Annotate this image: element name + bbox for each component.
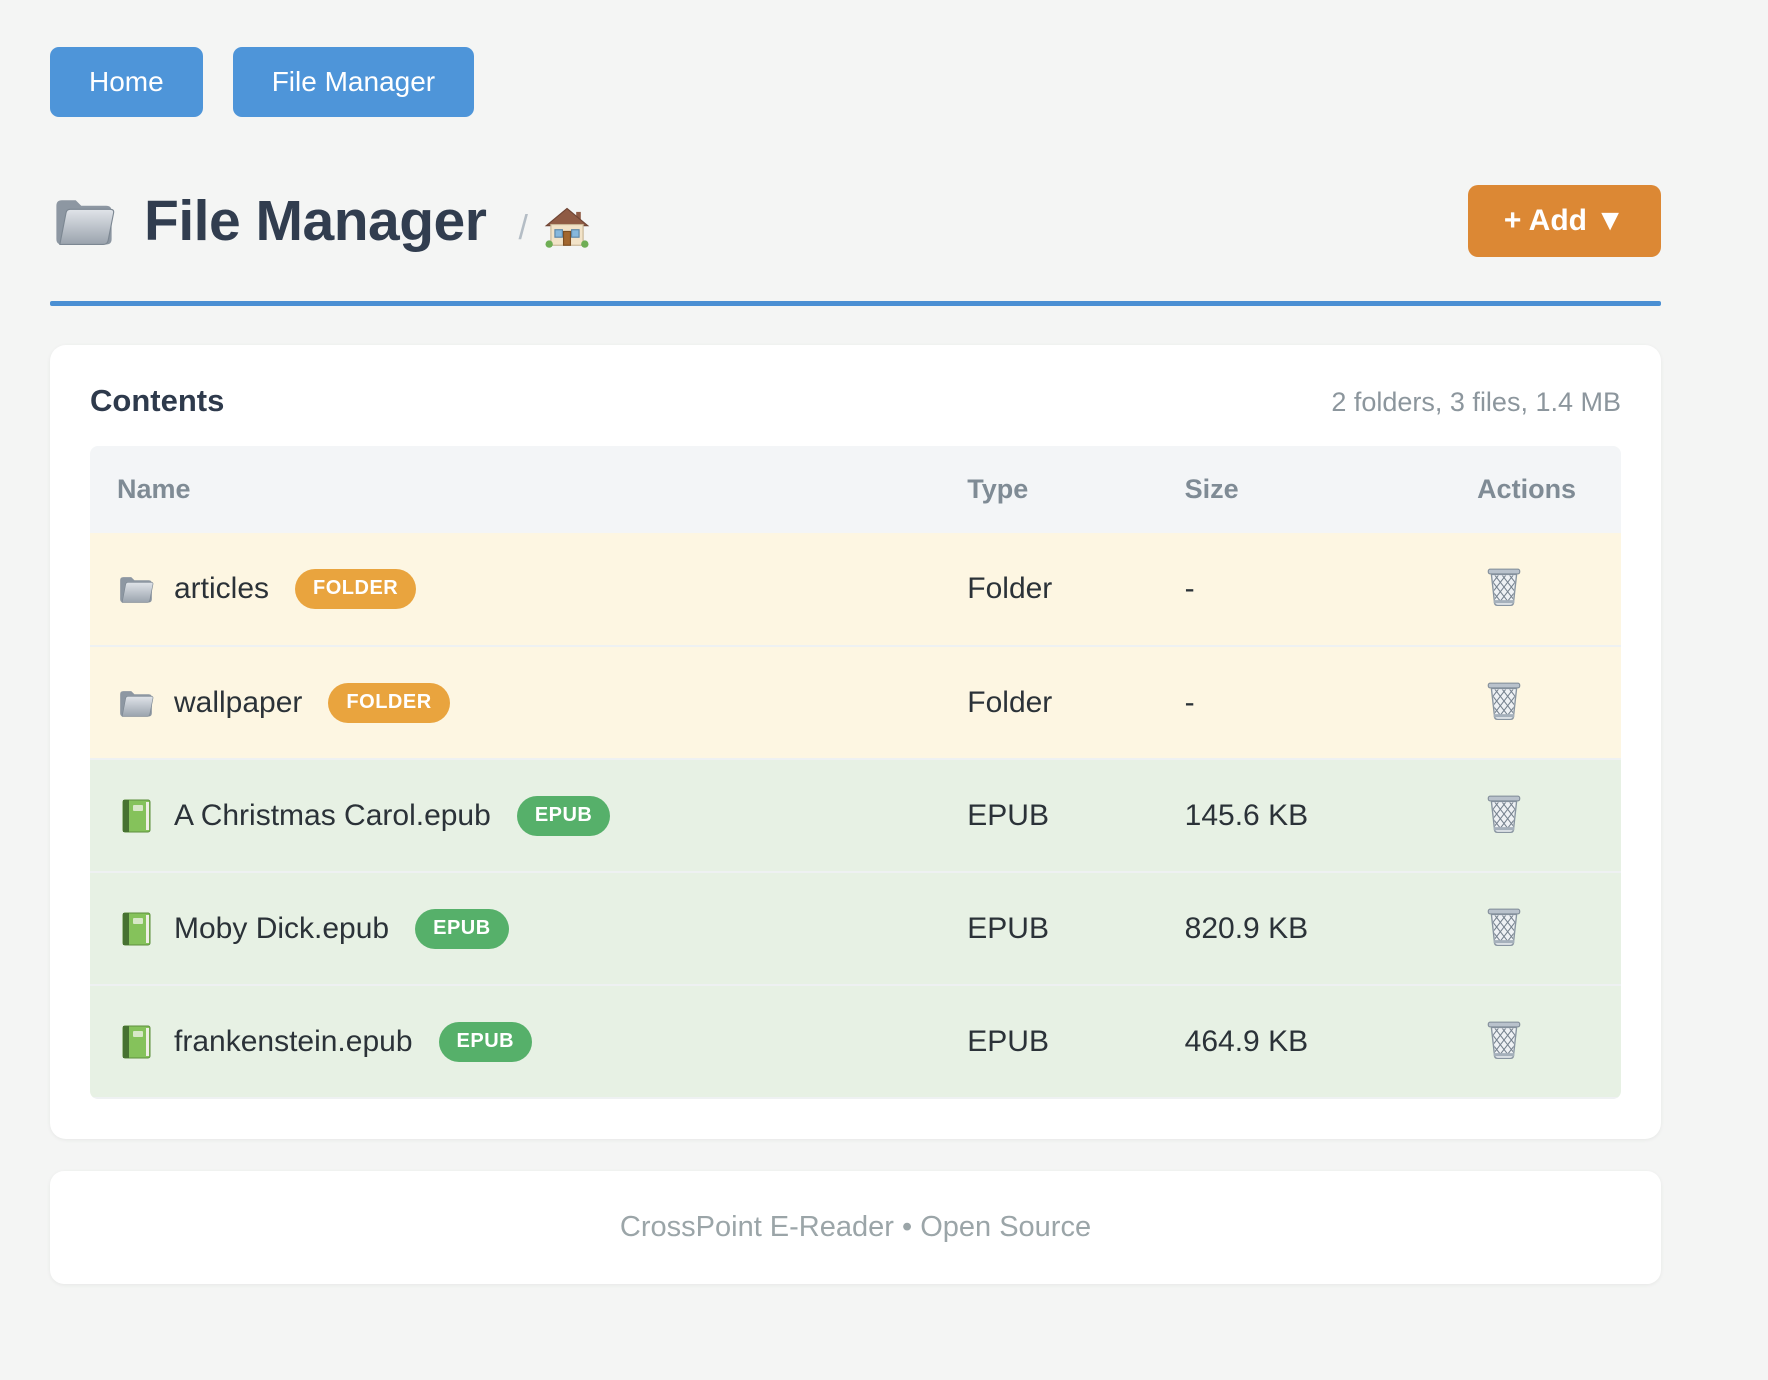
table-header-row: Name Type Size Actions [90,446,1621,533]
file-size: 820.9 KB [1184,911,1309,945]
type-badge: EPUB [516,795,611,836]
column-header-size: Size [1184,446,1478,533]
contents-card: Contents 2 folders, 3 files, 1.4 MB Name… [50,345,1661,1139]
home-button[interactable]: Home [50,47,203,117]
file-type: EPUB [967,798,1049,832]
file-size: 464.9 KB [1184,1024,1309,1058]
delete-button[interactable] [1479,562,1529,612]
top-nav: Home File Manager [50,47,1661,117]
table-row[interactable]: frankenstein.epub EPUB EPUB 464.9 KB [90,985,1621,1098]
type-badge: EPUB [415,908,509,949]
table-row[interactable]: Moby Dick.epub EPUB EPUB 820.9 KB [90,872,1621,985]
table-row[interactable]: A Christmas Carol.epub EPUB EPUB 145.6 K… [90,759,1621,872]
breadcrumb: / [518,206,589,250]
footer: CrossPoint E-Reader • Open Source [50,1171,1661,1284]
title-wrap: File Manager / [50,188,590,254]
file-type: Folder [967,572,1053,605]
file-name: wallpaper [174,685,303,719]
type-badge: FOLDER [295,569,417,609]
page-title: File Manager [144,189,487,253]
trash-icon [1485,906,1523,948]
trash-icon [1485,1019,1523,1061]
file-name: articles [174,572,270,605]
column-header-type: Type [967,446,1185,533]
delete-button[interactable] [1479,789,1529,839]
file-name: Moby Dick.epub [174,911,390,945]
delete-button[interactable] [1479,1015,1529,1065]
add-button[interactable]: + Add ▼ [1467,185,1661,257]
trash-icon [1485,566,1523,608]
file-size: - [1184,685,1195,719]
table-row[interactable]: articles FOLDER Folder - [90,533,1621,646]
file-type: Folder [967,685,1053,719]
contents-card-header: Contents 2 folders, 3 files, 1.4 MB [90,383,1621,419]
file-name: A Christmas Carol.epub [174,798,491,832]
column-header-actions: Actions [1477,446,1621,533]
house-icon[interactable] [544,206,590,250]
page-header: File Manager / + Add ▼ [50,185,1661,257]
table-row[interactable]: wallpaper FOLDER Folder - [90,646,1621,759]
file-manager-button[interactable]: File Manager [232,47,475,117]
page: Home File Manager File Manager / + Add ▼… [50,0,1661,1284]
contents-summary: 2 folders, 3 files, 1.4 MB [1331,387,1621,417]
book-icon [117,911,155,947]
file-name: frankenstein.epub [174,1024,413,1058]
type-badge: EPUB [438,1021,533,1062]
breadcrumb-separator: / [518,208,528,247]
file-type: EPUB [967,911,1049,945]
footer-text: CrossPoint E-Reader • Open Source [619,1211,1092,1243]
type-badge: FOLDER [328,682,450,723]
file-table: Name Type Size Actions articles FOLDER F… [90,446,1621,1099]
file-size: 145.6 KB [1184,798,1309,832]
delete-button[interactable] [1479,676,1529,726]
folder-icon [117,571,155,607]
book-icon [117,1024,155,1060]
title-divider [50,301,1661,306]
folder-icon [117,685,155,721]
trash-icon [1485,680,1523,722]
trash-icon [1485,793,1523,835]
file-size: - [1184,572,1195,605]
folder-icon [50,192,118,250]
column-header-name: Name [90,446,968,533]
file-type: EPUB [967,1024,1049,1058]
delete-button[interactable] [1479,902,1529,952]
contents-title: Contents [90,383,225,418]
book-icon [117,798,155,834]
